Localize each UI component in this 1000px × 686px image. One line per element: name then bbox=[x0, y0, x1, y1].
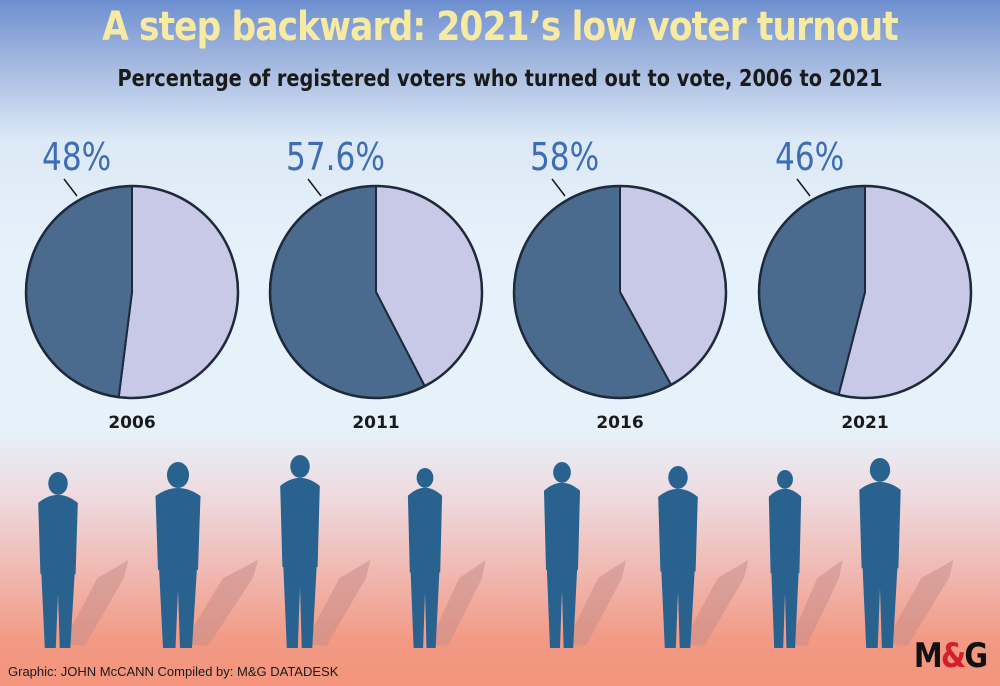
pie-outline-2016 bbox=[512, 184, 728, 400]
pie-slice-turnout-2006 bbox=[25, 184, 133, 399]
chart-subtitle: Percentage of registered voters who turn… bbox=[117, 66, 883, 92]
year-label-2021: 2021 bbox=[841, 413, 888, 433]
value-label-2011: 57.6% bbox=[286, 136, 385, 180]
leader-line-2006 bbox=[63, 178, 78, 197]
voter-silhouette bbox=[544, 462, 580, 648]
pie-outline-2011 bbox=[268, 184, 484, 400]
silhouette-shadow bbox=[788, 560, 843, 646]
silhouette-shadow bbox=[428, 560, 486, 646]
leader-line-2011 bbox=[307, 178, 322, 197]
pie-outline-2021 bbox=[757, 184, 973, 400]
voter-silhouette bbox=[658, 466, 698, 648]
voter-silhouette bbox=[768, 470, 802, 648]
silhouette-shadow bbox=[884, 560, 954, 646]
voter-silhouette bbox=[155, 462, 201, 648]
year-label-2011: 2011 bbox=[352, 413, 399, 433]
value-label-2016: 58% bbox=[530, 136, 599, 180]
pie-2021: 46% 2021 bbox=[757, 136, 973, 433]
chart-title: A step backward: 2021’s low voter turnou… bbox=[102, 4, 899, 50]
logo-ampersand: & bbox=[940, 636, 965, 676]
voter-silhouette bbox=[859, 458, 901, 648]
leader-line-2021 bbox=[796, 178, 811, 197]
silhouette-shadows bbox=[62, 560, 954, 646]
pie-outline-2006 bbox=[24, 184, 240, 400]
year-label-2006: 2006 bbox=[108, 413, 155, 433]
leader-line-2016 bbox=[551, 178, 566, 197]
silhouette-shadow bbox=[62, 560, 129, 646]
voter-silhouette bbox=[407, 468, 443, 648]
pie-2016: 58% 2016 bbox=[512, 136, 728, 433]
year-label-2016: 2016 bbox=[596, 413, 643, 433]
silhouette-shadow bbox=[682, 560, 749, 646]
silhouette-shadow bbox=[304, 560, 371, 646]
mg-logo: M&G bbox=[913, 636, 988, 676]
logo-g: G bbox=[963, 636, 988, 676]
credits: Graphic: JOHN McCANN Compiled by: M&G DA… bbox=[8, 664, 339, 679]
value-label-2021: 46% bbox=[775, 136, 844, 180]
pie-2006: 48% 2006 bbox=[24, 136, 240, 433]
voter-silhouettes bbox=[38, 455, 901, 648]
silhouette-shadow bbox=[566, 560, 626, 646]
logo-m: M bbox=[913, 636, 942, 676]
voter-silhouette bbox=[38, 472, 78, 648]
pie-slice-remainder-2006 bbox=[117, 184, 239, 399]
silhouette-shadow bbox=[183, 560, 258, 646]
voter-silhouette bbox=[280, 455, 320, 648]
pie-2011: 57.6% 2011 bbox=[268, 136, 484, 433]
pie-charts: 48% 2006 57.6% 2011 58% 2016 46% 2021 bbox=[24, 136, 973, 433]
value-label-2006: 48% bbox=[42, 136, 111, 180]
